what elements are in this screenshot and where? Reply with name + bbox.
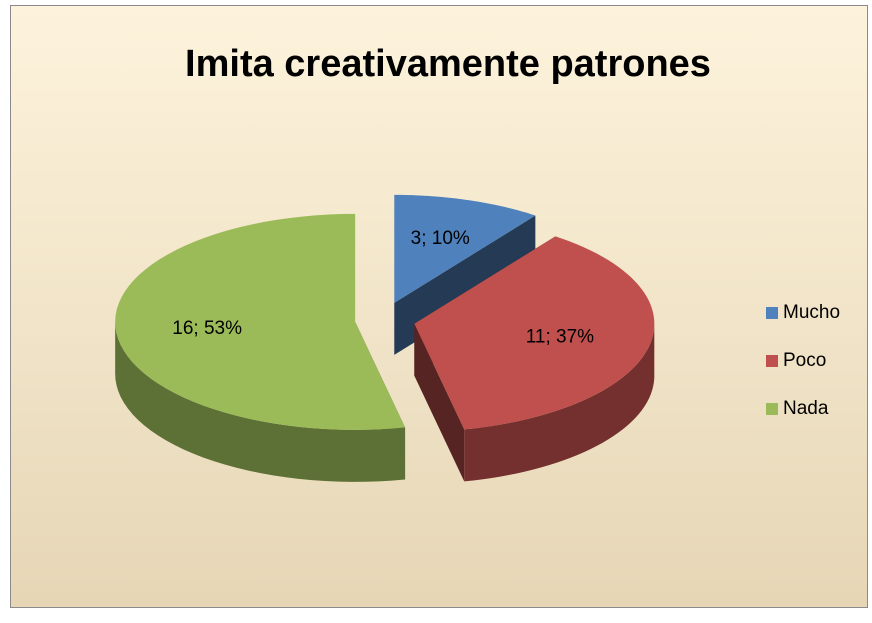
legend-label: Nada [783,398,829,419]
slice-side [414,323,465,482]
pie-slice [115,213,406,482]
data-label: 3; 10% [411,228,470,249]
data-label: 11; 37% [526,327,594,348]
slice-wall [464,325,655,482]
legend: Mucho Poco Nada [766,302,840,419]
legend-label: Poco [783,350,826,371]
data-label: 16; 53% [172,318,242,339]
slice-top [394,194,536,303]
chart-title: Imita creativamente patrones [185,43,711,85]
legend-swatch [766,307,778,319]
legend-swatch [766,355,778,367]
legend-label: Mucho [783,302,840,323]
pie: 3; 10% 11; 37% 16; 53% [115,194,655,482]
slice-top [115,213,406,430]
legend-swatch [766,403,778,415]
pie-slice [414,236,655,482]
slice-top [414,236,655,430]
slice-wall [115,321,406,482]
